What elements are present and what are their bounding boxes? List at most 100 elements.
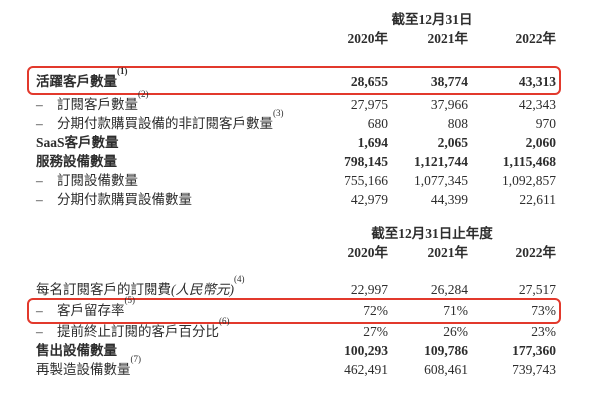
row-label: 再製造設備數量 (7) [36,354,308,379]
footnote-marker: (7) [130,354,142,364]
row-value: 1,092,857 [502,173,556,188]
row-value: 1,121,744 [414,154,468,169]
row-value: 109,786 [424,343,468,358]
row-label: – 提前終止訂閱的客戶百分比 (6) [36,316,308,341]
row-value: 22,611 [519,192,556,207]
dash-prefix: – [36,116,43,131]
table-row: – 訂閱設備數量 755,166 1,077,345 1,092,857 [36,171,556,190]
row-value: 2,065 [437,135,468,150]
row-value: 28,655 [350,74,388,89]
row-value: 608,461 [424,362,468,377]
row-label-text: 分期付款購買設備數量 [57,192,192,207]
table-row: 再製造設備數量 (7) 462,491 608,461 739,743 [36,354,556,379]
year-column-header-2022: 2022年 [515,245,557,260]
footnote-marker: (1) [117,66,128,76]
footnote-marker: (2) [138,89,149,99]
year-header-row: 2020年 2021年 2022年 [36,28,557,50]
row-value: 808 [447,116,468,131]
label-column-spacer [36,28,308,50]
dash-prefix: – [36,324,43,339]
row-label: SaaS客戶數量 [36,133,308,152]
footnote-marker: (6) [219,316,230,326]
dash-prefix: – [36,173,43,188]
row-value: 1,694 [357,135,388,150]
row-value: 26% [443,324,468,339]
row-label-text: 服務設備數量 [36,154,117,169]
year-column-header-2021: 2021年 [427,31,469,46]
dash-prefix: – [36,97,43,112]
table-spacer [36,264,556,280]
row-value: 73% [531,303,556,318]
table-rows: 活躍客戶數量 (1) 28,655 38,774 43,313– 訂閱客戶數量 (2) 27,… [27,66,561,209]
year-column-header-2020: 2020年 [347,245,389,260]
footnote-marker: (5) [124,295,136,305]
row-label-text: 售出設備數量 [36,343,117,358]
row-value: 72% [363,303,388,318]
table-row: SaaS客戶數量 1,694 2,065 2,060 [36,133,556,152]
period-header: 截至12月31日止年度 [308,225,556,242]
table-row: 服務設備數量 798,145 1,121,744 1,115,468 [36,152,556,171]
row-label: – 分期付款購買設備的非訂閱客戶數量 (3) [36,108,308,133]
row-value: 26,284 [430,282,468,297]
year-column-header-2020: 2020年 [347,31,389,46]
row-value: 23% [531,324,556,339]
period-header: 截至12月31日 [308,11,556,28]
row-label: 每名訂閱客戶的訂閱費 (人民幣元) (4) [36,274,308,299]
row-value: 44,399 [430,192,468,207]
row-value: 462,491 [344,362,388,377]
table-row: 售出設備數量 100,293 109,786 177,360 [36,341,556,360]
row-value: 42,343 [518,97,556,112]
dash-prefix: – [36,192,43,207]
footnote-marker: (4) [234,274,245,284]
label-column-spacer [36,242,308,264]
row-label: 活躍客戶數量 (1) [36,66,308,91]
row-label: 售出設備數量 [36,341,308,360]
row-label-text: 提前終止訂閱的客戶百分比 [57,324,219,339]
table-row: 每名訂閱客戶的訂閱費 (人民幣元) (4) 22,997 26,284 27,517 [36,274,556,299]
row-label-text: 每名訂閱客戶的訂閱費 [36,282,171,297]
row-label: – 訂閱設備數量 [36,171,308,190]
row-label: 服務設備數量 [36,152,308,171]
row-value: 970 [535,116,556,131]
table-row: 活躍客戶數量 (1) 28,655 38,774 43,313 [27,66,561,95]
row-value: 680 [367,116,388,131]
table-row: – 客戶留存率 (5) 72% 71% 73% [27,295,561,324]
row-value: 798,145 [344,154,388,169]
row-value: 22,997 [350,282,388,297]
row-value: 43,313 [518,74,556,89]
row-value: 2,060 [525,135,556,150]
year-column-header-2021: 2021年 [427,245,469,260]
table-row: – 訂閱客戶數量 (2) 27,975 37,966 42,343 [36,89,556,114]
row-label-text: 訂閱設備數量 [57,173,138,188]
row-value: 177,360 [512,343,556,358]
table-row: – 提前終止訂閱的客戶百分比 (6) 27% 26% 23% [36,316,556,341]
row-label-text: 活躍客戶數量 [36,74,117,89]
row-label: – 客戶留存率 (5) [36,295,308,320]
row-value: 1,115,468 [502,154,556,169]
row-value: 71% [443,303,468,318]
dash-prefix: – [36,303,43,318]
row-label-text: 訂閱客戶數量 [57,97,138,112]
period-header-text: 截至12月31日止年度 [371,226,493,241]
table-rows: 每名訂閱客戶的訂閱費 (人民幣元) (4) 22,997 26,284 27,517– 客戶… [27,274,561,379]
table-row: – 分期付款購買設備數量 42,979 44,399 22,611 [36,190,556,209]
period-header-text: 截至12月31日 [391,12,473,27]
table-spacer [36,50,556,72]
row-label-text: 分期付款購買設備的非訂閱客戶數量 [57,116,273,131]
row-value: 100,293 [344,343,388,358]
row-value: 37,966 [430,97,468,112]
row-label-note: (人民幣元) [171,282,234,297]
row-value: 739,743 [512,362,556,377]
year-column-header-2022: 2022年 [515,31,557,46]
row-value: 27,975 [350,97,388,112]
year-header-row: 2020年 2021年 2022年 [36,242,557,264]
row-label-text: SaaS客戶數量 [36,135,119,150]
row-value: 1,077,345 [414,173,468,188]
row-label: – 分期付款購買設備數量 [36,190,308,209]
subscription-metrics-table: 截至12月31日止年度 2020年 2021年 2022年 每名訂閱客戶的訂閱費… [27,225,561,379]
row-value: 27,517 [518,282,556,297]
row-value: 755,166 [344,173,388,188]
footnote-marker: (3) [273,108,284,118]
row-label-text: 再製造設備數量 [36,362,131,377]
